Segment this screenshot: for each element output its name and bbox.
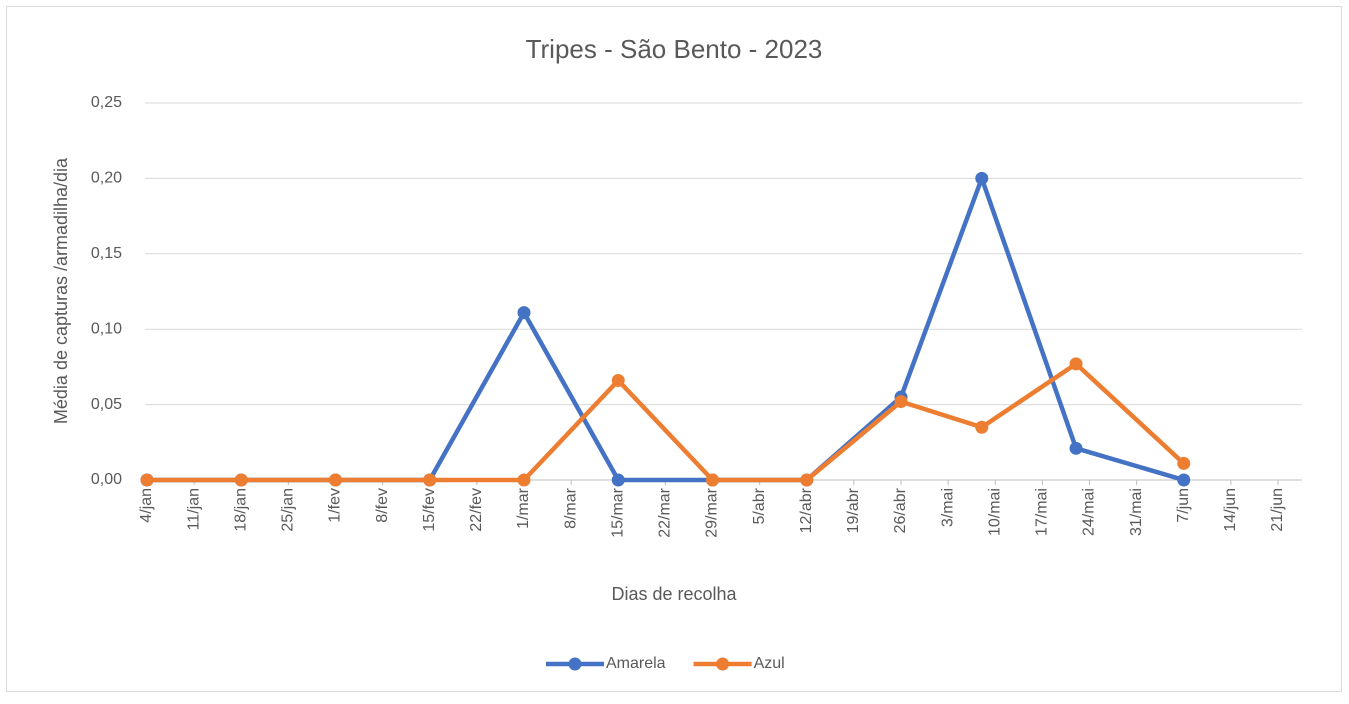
data-point: [611, 373, 625, 387]
y-tick-label: 0,15: [91, 245, 122, 262]
x-tick-label: 22/mar: [657, 487, 674, 537]
x-axis-title: Dias de recolha: [611, 584, 737, 604]
x-tick-label: 5/abr: [751, 487, 768, 524]
legend-label: Amarela: [606, 655, 666, 672]
x-tick-label: 24/mai: [1081, 488, 1098, 536]
series-line: [147, 361, 1186, 483]
x-tick-label: 25/jan: [280, 488, 297, 532]
x-tick-label: 4/jan: [138, 488, 155, 523]
x-tick-label: 1/fev: [327, 488, 344, 523]
x-tick-label: 15/mar: [609, 487, 626, 537]
x-tick-label: 31/mai: [1128, 488, 1145, 536]
data-point: [517, 306, 531, 320]
y-tick-label: 0,25: [91, 94, 122, 111]
y-tick-label: 0,20: [91, 170, 122, 187]
x-tick-label: 18/jan: [232, 488, 249, 532]
legend-marker: [568, 657, 582, 671]
data-point: [975, 420, 989, 434]
x-tick-label: 3/mai: [939, 488, 956, 527]
data-point: [1069, 441, 1083, 455]
data-point: [611, 473, 625, 487]
data-point: [234, 473, 248, 487]
x-tick-label: 8/fev: [374, 488, 391, 523]
x-tick-label: 1/mar: [515, 487, 532, 529]
x-tick-label: 14/jun: [1222, 488, 1239, 532]
y-tick-label: 0,10: [91, 320, 122, 337]
x-tick-label: 22/fev: [468, 488, 485, 532]
data-point: [329, 473, 342, 487]
y-tick-label: 0,00: [91, 471, 122, 488]
x-tick-label: 7/jun: [1175, 488, 1192, 523]
data-point: [140, 473, 154, 487]
x-tick-label: 15/fev: [421, 488, 438, 532]
x-tick-label: 11/jan: [185, 488, 202, 530]
data-point: [894, 395, 908, 409]
data-point: [1177, 456, 1191, 470]
data-point: [1069, 357, 1083, 371]
x-tick-label: 29/mar: [704, 487, 721, 537]
data-point: [800, 473, 814, 487]
x-tick-label: 26/abr: [892, 487, 909, 533]
y-tick-label: 0,05: [91, 396, 122, 413]
data-point: [517, 473, 531, 487]
x-tick-label: 19/abr: [845, 487, 862, 533]
data-point: [975, 171, 989, 185]
chart-title: Tripes - São Bento - 2023: [526, 34, 823, 64]
y-axis-title: Média de capturas /armadilha/dia: [51, 157, 71, 424]
legend-marker: [716, 657, 730, 671]
data-point: [423, 473, 437, 487]
x-tick-label: 12/abr: [798, 487, 815, 533]
x-tick-label: 21/jun: [1269, 488, 1286, 532]
data-point: [1177, 473, 1191, 487]
legend-label: Azul: [754, 655, 785, 672]
chart-frame: [6, 6, 1342, 692]
x-tick-label: 17/mai: [1034, 488, 1051, 536]
x-tick-label: 8/mar: [562, 487, 579, 529]
data-point: [706, 473, 719, 487]
x-tick-label: 10/mai: [986, 488, 1003, 536]
